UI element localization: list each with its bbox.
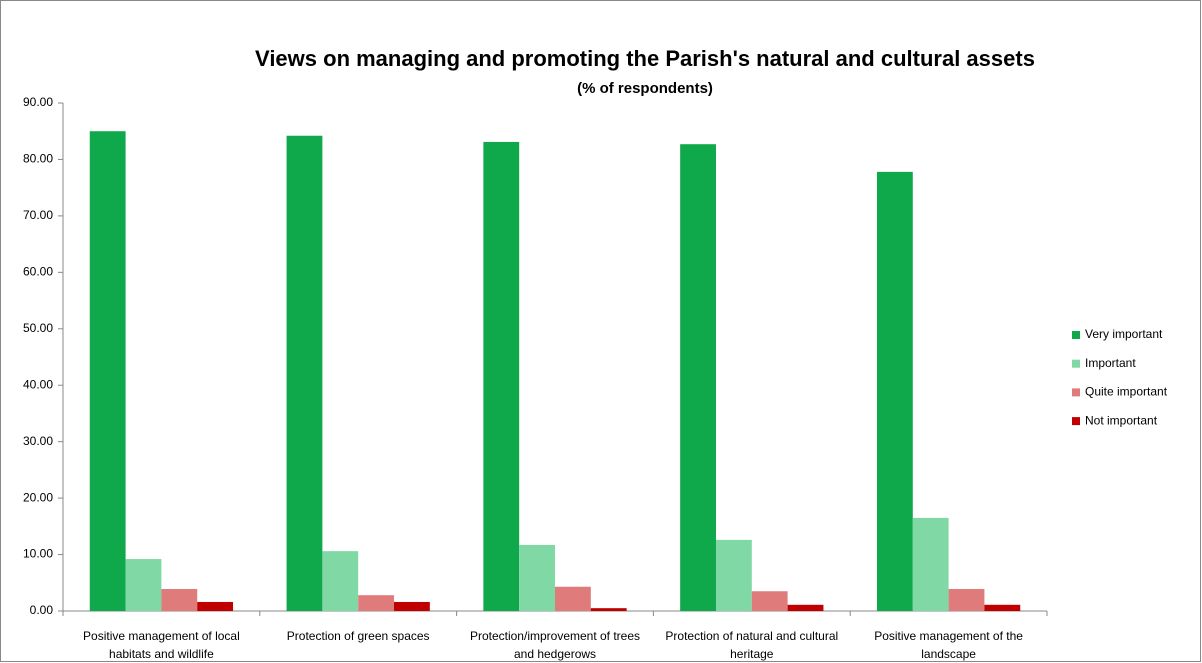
bar <box>519 544 555 611</box>
legend-label: Quite important <box>1085 385 1168 399</box>
legend-swatch <box>1072 359 1080 368</box>
bar <box>876 171 913 611</box>
x-tick-label: Positive management of the landscape <box>874 629 1023 661</box>
bar <box>394 601 430 611</box>
bar <box>787 604 824 611</box>
bar <box>125 559 162 611</box>
bar <box>590 608 627 611</box>
x-tick-label: Protection of green spaces <box>286 629 430 643</box>
y-tick-label: 60.00 <box>23 265 53 279</box>
legend-label: Not important <box>1085 413 1158 427</box>
chart-subtitle: (% of respondents) <box>577 80 713 97</box>
y-tick-label: 0.00 <box>30 603 54 617</box>
y-tick-label: 30.00 <box>23 434 53 448</box>
y-tick-label: 50.00 <box>23 321 53 335</box>
chart-title: Views on managing and promoting the Pari… <box>255 46 1035 71</box>
bar <box>948 588 985 611</box>
x-tick-label: Protection of natural and cultural herit… <box>665 629 839 661</box>
bar <box>89 131 126 611</box>
bar <box>197 601 234 611</box>
bar <box>358 595 395 611</box>
bar <box>555 586 591 611</box>
bar <box>483 141 520 612</box>
bar <box>161 588 198 611</box>
y-tick-label: 90.00 <box>23 95 53 109</box>
bar <box>912 517 949 611</box>
x-tick-label: Protection/improvement of trees and hedg… <box>469 629 641 661</box>
bar <box>984 604 1021 611</box>
bar <box>322 551 359 611</box>
legend-swatch <box>1072 417 1080 426</box>
y-tick-label: 10.00 <box>23 547 53 561</box>
bar <box>286 135 323 611</box>
x-tick-label: Positive management of local habitats an… <box>83 629 240 661</box>
y-tick-label: 20.00 <box>23 490 53 504</box>
bar <box>680 144 716 611</box>
legend-swatch <box>1072 388 1080 397</box>
bar <box>715 539 752 611</box>
legend-label: Very important <box>1085 327 1163 341</box>
legend-swatch <box>1072 331 1080 339</box>
y-tick-label: 70.00 <box>23 208 53 222</box>
bar <box>751 591 788 611</box>
legend-label: Important <box>1085 356 1136 370</box>
y-tick-label: 40.00 <box>23 377 53 391</box>
y-tick-label: 80.00 <box>23 152 53 166</box>
